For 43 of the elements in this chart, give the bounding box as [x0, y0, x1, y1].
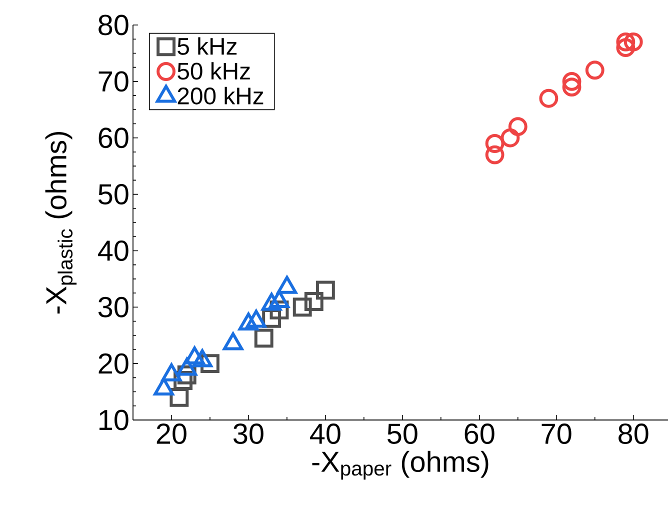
legend-label: 5 kHz [178, 37, 237, 55]
x-tick-label: 20 [156, 424, 186, 444]
point [304, 292, 324, 311]
point [238, 312, 259, 331]
x-tick-label: 60 [464, 424, 494, 444]
point [170, 388, 189, 407]
point [292, 298, 312, 317]
x-axis-title: -X$_{paper}$ (ohms) [312, 450, 488, 480]
legend-label: 200 kHz [178, 86, 264, 104]
y-tick-label: 80 [98, 14, 128, 36]
y-tick-label: 50 [98, 184, 128, 205]
y-tick-label: 40 [98, 240, 128, 261]
x-tick-label: 80 [618, 424, 648, 444]
point [585, 60, 604, 80]
point [616, 38, 636, 58]
x-tick-label: 70 [542, 424, 572, 444]
point [500, 128, 520, 148]
point [624, 32, 643, 52]
point [222, 332, 244, 350]
point [485, 134, 504, 153]
y-axis-title: -X$_{plastic}$ (ohms) [45, 132, 77, 314]
point [562, 72, 582, 91]
legend-label: 50 kHz [178, 62, 250, 80]
point [254, 328, 274, 348]
point [539, 88, 558, 108]
point [176, 358, 198, 376]
y-tick-label: 30 [98, 296, 128, 318]
point [161, 363, 182, 382]
x-tick-label: 50 [388, 424, 418, 444]
point [485, 145, 504, 164]
point [508, 117, 528, 136]
x-tick-label: 30 [233, 424, 264, 444]
point [316, 280, 335, 300]
y-tick-label: 20 [98, 353, 128, 374]
point [616, 32, 636, 52]
y-tick-label: 70 [98, 71, 128, 92]
point [562, 78, 582, 97]
y-tick-label: 10 [100, 410, 128, 430]
y-tick-label: 60 [98, 128, 128, 148]
x-tick-label: 40 [310, 424, 340, 444]
point [192, 349, 212, 368]
point [246, 310, 266, 328]
point [184, 346, 205, 364]
